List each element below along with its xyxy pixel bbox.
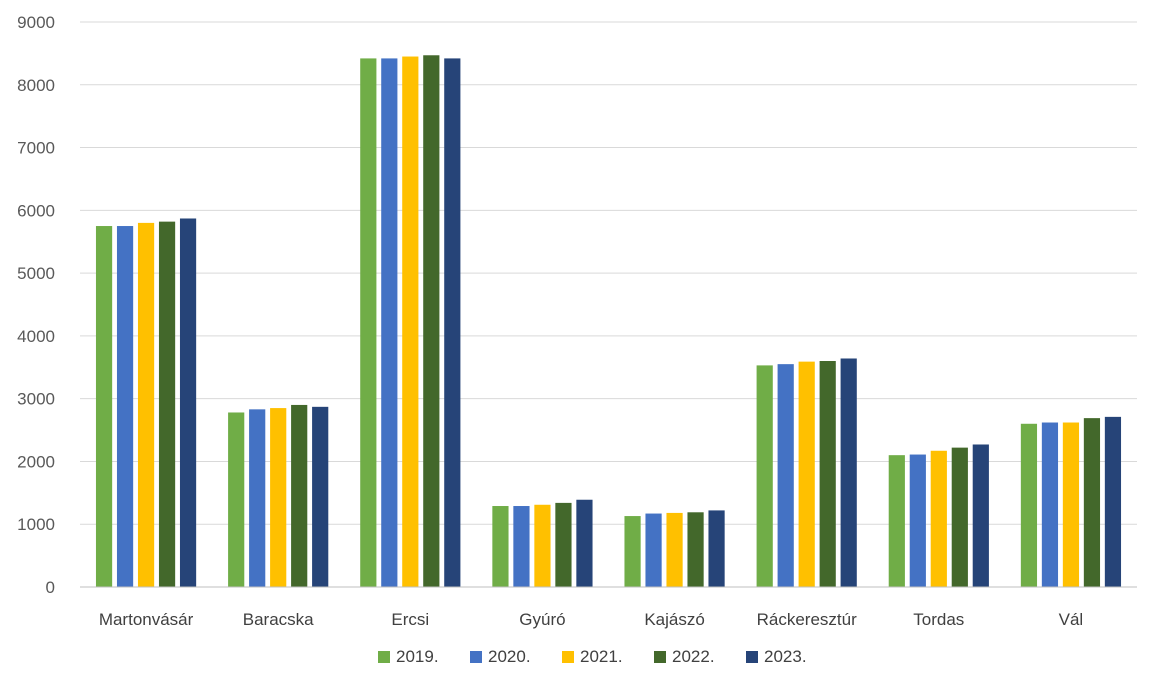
bar: [402, 56, 419, 587]
legend-swatch: [654, 651, 666, 663]
y-tick-label: 5000: [17, 264, 55, 283]
legend-item: 2023.: [746, 647, 807, 666]
bar: [423, 55, 440, 587]
bar: [576, 499, 593, 587]
y-tick-label: 2000: [17, 452, 55, 471]
legend-label: 2023.: [764, 647, 807, 666]
bar: [95, 226, 113, 587]
bar: [687, 512, 704, 587]
bar: [756, 365, 773, 587]
bar: [291, 404, 308, 587]
legend-item: 2021.: [562, 647, 623, 666]
bar: [798, 361, 815, 587]
y-tick-label: 9000: [17, 13, 55, 32]
bar: [444, 58, 461, 588]
y-tick-label: 8000: [17, 76, 55, 95]
y-tick-label: 0: [46, 578, 55, 597]
bar: [179, 218, 197, 588]
bar: [249, 409, 266, 587]
bar: [137, 222, 155, 587]
bar: [819, 361, 836, 587]
legend-item: 2022.: [654, 647, 715, 666]
y-tick-label: 1000: [17, 515, 55, 534]
legend-item: 2019.: [378, 647, 439, 666]
legend-label: 2020.: [488, 647, 531, 666]
bar: [513, 506, 530, 587]
bar: [930, 450, 947, 587]
bar: [951, 447, 968, 587]
bars: [95, 55, 1122, 588]
y-tick-label: 4000: [17, 327, 55, 346]
bar: [555, 502, 572, 587]
x-tick-label: Vál: [1059, 610, 1084, 629]
bar: [228, 412, 245, 587]
series-2021: [137, 56, 1080, 587]
series-2023: [179, 58, 1122, 588]
bar: [381, 58, 398, 588]
bar: [666, 512, 683, 587]
bar: [1041, 422, 1059, 587]
x-tick-label: Ráckeresztúr: [757, 610, 857, 629]
x-tick-label: Gyúró: [519, 610, 565, 629]
bar: [312, 406, 329, 587]
legend-swatch: [378, 651, 390, 663]
series-2020: [116, 58, 1059, 588]
bar: [840, 358, 857, 587]
bar: [777, 364, 794, 587]
bar: [708, 510, 725, 587]
y-tick-label: 3000: [17, 390, 55, 409]
series-2022: [158, 55, 1101, 587]
bar: [1062, 422, 1080, 587]
bar: [1083, 418, 1101, 587]
legend-swatch: [562, 651, 574, 663]
bar: [270, 408, 287, 587]
y-tick-label: 7000: [17, 139, 55, 158]
legend-label: 2022.: [672, 647, 715, 666]
x-axis: Martonvásár Baracska Ercsi Gyúró Kajászó Ráck…: [80, 586, 1137, 629]
x-tick-label: Baracska: [243, 610, 314, 629]
x-tick-label: Kajászó: [644, 610, 704, 629]
bar: [116, 226, 134, 587]
bar: [158, 221, 176, 587]
bar: [909, 454, 926, 587]
legend-item: 2020.: [470, 647, 531, 666]
bar: [492, 506, 509, 587]
legend-swatch: [470, 651, 482, 663]
x-tick-label: Ercsi: [391, 610, 429, 629]
legend-label: 2019.: [396, 647, 439, 666]
bar: [645, 513, 662, 587]
bar: [1104, 416, 1122, 587]
bar: [888, 455, 905, 587]
x-tick-label: Tordas: [913, 610, 964, 629]
y-axis: 0 1000 2000 3000 4000 5000 6000 7000 8000 9000: [17, 13, 55, 597]
legend-swatch: [746, 651, 758, 663]
legend-label: 2021.: [580, 647, 623, 666]
series-2019: [95, 58, 1038, 588]
bar: [972, 444, 989, 587]
bar: [534, 504, 551, 587]
bar: [1020, 423, 1038, 587]
bar: [624, 516, 641, 587]
legend: 2019. 2020. 2021. 2022. 2023.: [378, 647, 807, 666]
y-tick-label: 6000: [17, 201, 55, 220]
x-tick-label: Martonvásár: [99, 610, 194, 629]
bar: [360, 58, 377, 588]
